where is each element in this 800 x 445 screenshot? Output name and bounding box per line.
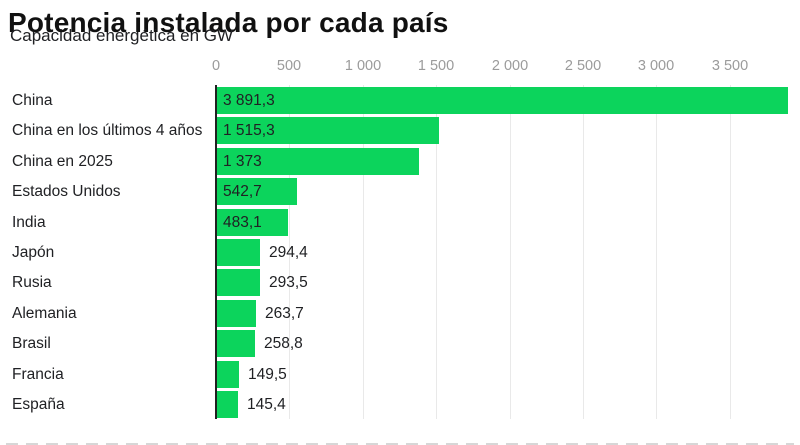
category-label: Rusia [12,274,52,291]
grid-line [363,85,364,419]
axis-tick-label: 1 500 [417,58,455,74]
category-label: Japón [12,244,55,261]
bar [217,300,256,327]
bar [217,391,238,418]
bar-value-label: 293,5 [269,274,308,291]
clipped-footer-text [6,443,794,445]
bar-value-label: 3 891,3 [223,92,275,109]
bar-value-label: 149,5 [248,366,287,383]
grid-line [656,85,657,419]
axis-tick-label: 500 [276,58,302,74]
category-label: Alemania [12,305,77,322]
bar-value-label: 263,7 [265,305,304,322]
category-label: China en 2025 [12,153,113,170]
category-label: China en los últimos 4 años [12,122,203,139]
bar [217,87,788,114]
grid-line [436,85,437,419]
category-label: España [12,396,65,413]
axis-tick-label: 3 500 [711,58,749,74]
category-label: Estados Unidos [12,183,121,200]
chart-subtitle: Capacidad energética en GW [10,26,234,45]
bar [217,330,255,357]
zero-axis-line [215,85,217,419]
axis-tick-label: 0 [211,58,221,74]
bar-value-label: 483,1 [223,214,262,231]
bar [217,239,260,266]
axis-tick-label: 1 000 [344,58,382,74]
grid-line [583,85,584,419]
bar-value-label: 258,8 [264,335,303,352]
grid-line [730,85,731,419]
category-label: China [12,92,53,109]
category-label: Brasil [12,335,51,352]
axis-tick-label: 2 000 [491,58,529,74]
bar [217,117,439,144]
category-label: Francia [12,366,64,383]
bar-value-label: 542,7 [223,183,262,200]
bar [217,209,288,236]
bar [217,148,419,175]
bar-value-label: 294,4 [269,244,308,261]
bar [217,269,260,296]
bar [217,361,239,388]
axis-tick-label: 2 500 [564,58,602,74]
chart-title: Potencia instalada por cada país [8,6,449,38]
grid-line [289,85,290,419]
axis-tick-label: 3 000 [637,58,675,74]
bar-value-label: 1 373 [223,153,262,170]
category-label: India [12,214,46,231]
grid-line [510,85,511,419]
bar-value-label: 145,4 [247,396,286,413]
bar-value-label: 1 515,3 [223,122,275,139]
bar [217,178,297,205]
